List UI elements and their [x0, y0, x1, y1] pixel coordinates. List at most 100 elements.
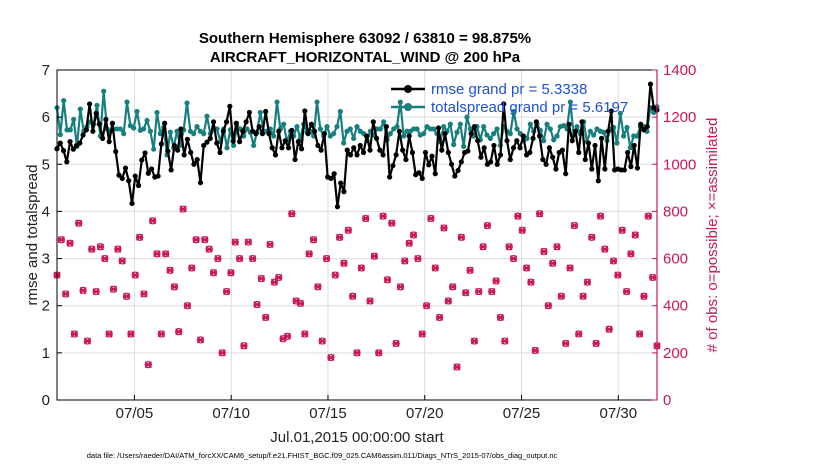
- rmse-line-point: [106, 139, 112, 145]
- rmse-line-point: [569, 138, 575, 144]
- rmse-line-point: [488, 159, 494, 165]
- obs-assimilated-marker: [614, 271, 622, 279]
- rmse-line-point: [455, 167, 461, 174]
- rmse-line-point: [387, 174, 393, 180]
- totalspread-line-point: [627, 145, 633, 151]
- rmse-line-point: [494, 161, 500, 167]
- rmse-line-point: [373, 135, 380, 141]
- obs-assimilated-marker: [496, 313, 505, 322]
- rmse-line-point: [328, 175, 334, 182]
- rmse-line-point: [233, 120, 239, 126]
- rmse-line-point: [57, 140, 63, 146]
- totalspread-line-point: [414, 126, 420, 132]
- rmse-line-point: [103, 116, 109, 123]
- obs-assimilated-marker: [196, 336, 205, 344]
- obs-assimilated-marker: [527, 278, 535, 286]
- rmse-line-point: [289, 127, 295, 133]
- rmse-line-point: [171, 142, 177, 149]
- obs-assimilated-marker: [157, 330, 165, 338]
- rmse-line-point: [396, 128, 402, 134]
- rmse-line-point: [634, 165, 641, 171]
- obs-assimilated-marker: [579, 292, 587, 300]
- obs-assimilated-marker: [327, 354, 335, 362]
- totalspread-line-point: [314, 99, 320, 105]
- rmse-line-point: [279, 145, 285, 151]
- totalspread-line-point: [204, 113, 210, 119]
- obs-assimilated-marker: [596, 212, 605, 220]
- obs-assimilated-marker: [275, 273, 283, 281]
- obs-assimilated-marker: [557, 292, 565, 300]
- rmse-line-point: [60, 148, 67, 154]
- rmse-line-point: [67, 139, 73, 145]
- totalspread-line-point: [67, 127, 73, 133]
- rmse-line-point: [422, 149, 429, 156]
- y-tick-label-left: 2: [42, 298, 50, 315]
- obs-assimilated-marker: [466, 266, 474, 274]
- totalspread-line-point: [174, 128, 180, 134]
- obs-assimilated-marker: [462, 289, 470, 297]
- rmse-line-point: [168, 167, 174, 173]
- rmse-line-point: [207, 135, 213, 141]
- rmse-line-point: [631, 142, 637, 149]
- rmse-line-point: [426, 162, 432, 168]
- totalspread-line-point: [484, 132, 490, 138]
- y-tick-label-right: 1200: [663, 109, 696, 126]
- totalspread-line-point: [244, 126, 250, 132]
- rmse-line-point: [458, 159, 464, 165]
- rmse-line-point: [592, 142, 598, 149]
- rmse-line-point: [269, 145, 275, 151]
- rmse-line-point: [191, 161, 197, 167]
- obs-assimilated-marker: [122, 292, 131, 300]
- rmse-line-point: [628, 164, 634, 170]
- rmse-line-point: [266, 131, 272, 137]
- rmse-line-point: [625, 149, 631, 156]
- rmse-line-point: [448, 161, 455, 167]
- totalspread-line-point: [587, 128, 593, 134]
- legend-label: totalspread grand pr = 5.6197: [431, 99, 628, 116]
- rmse-line-point: [295, 139, 301, 145]
- obs-assimilated-marker: [209, 269, 218, 277]
- rmse-line-point: [201, 142, 207, 149]
- obs-assimilated-marker: [57, 236, 65, 244]
- obs-assimilated-marker: [127, 330, 135, 338]
- obs-assimilated-marker: [405, 239, 413, 247]
- rmse-line-point: [148, 166, 155, 172]
- x-tick-label: 07/10: [212, 405, 250, 422]
- totalspread-line-point: [441, 123, 447, 130]
- legend-swatch-marker: [404, 103, 412, 111]
- rmse-line-point: [298, 146, 305, 152]
- rmse-line-point: [276, 128, 282, 134]
- obs-assimilated-marker: [262, 313, 270, 322]
- obs-assimilated-marker: [301, 330, 309, 338]
- totalspread-line-point: [591, 132, 597, 138]
- rmse-line-point: [64, 159, 70, 165]
- rmse-line-point: [116, 172, 122, 178]
- rmse-line-point: [292, 156, 298, 163]
- obs-assimilated-marker: [440, 224, 448, 232]
- totalspread-line-point: [334, 123, 340, 130]
- obs-assimilated-marker: [201, 236, 209, 244]
- totalspread-line-point: [634, 133, 640, 139]
- obs-assimilated-marker: [618, 226, 626, 234]
- obs-assimilated-marker: [344, 226, 352, 234]
- obs-assimilated-marker: [70, 330, 78, 338]
- obs-assimilated-marker: [314, 283, 322, 291]
- obs-assimilated-marker: [118, 257, 126, 265]
- obs-assimilated-marker: [109, 285, 118, 293]
- chart-title-line-2: AIRCRAFT_HORIZONTAL_WIND @ 200 hPa: [210, 49, 521, 66]
- obs-assimilated-marker: [449, 283, 457, 291]
- obs-assimilated-marker: [422, 302, 431, 310]
- rmse-line-point: [194, 156, 200, 163]
- rmse-line-point: [553, 166, 559, 172]
- totalspread-line-point: [131, 125, 137, 131]
- totalspread-line-point: [191, 131, 197, 137]
- rmse-line-point: [80, 132, 86, 138]
- totalspread-line-point: [101, 88, 107, 94]
- rmse-line-point: [113, 148, 119, 155]
- totalspread-line-point: [481, 123, 487, 130]
- rmse-line-point: [312, 128, 318, 134]
- obs-assimilated-marker: [183, 302, 192, 310]
- rmse-line-point: [475, 138, 481, 144]
- y-tick-label-left: 4: [42, 203, 50, 220]
- totalspread-line-point: [61, 98, 67, 104]
